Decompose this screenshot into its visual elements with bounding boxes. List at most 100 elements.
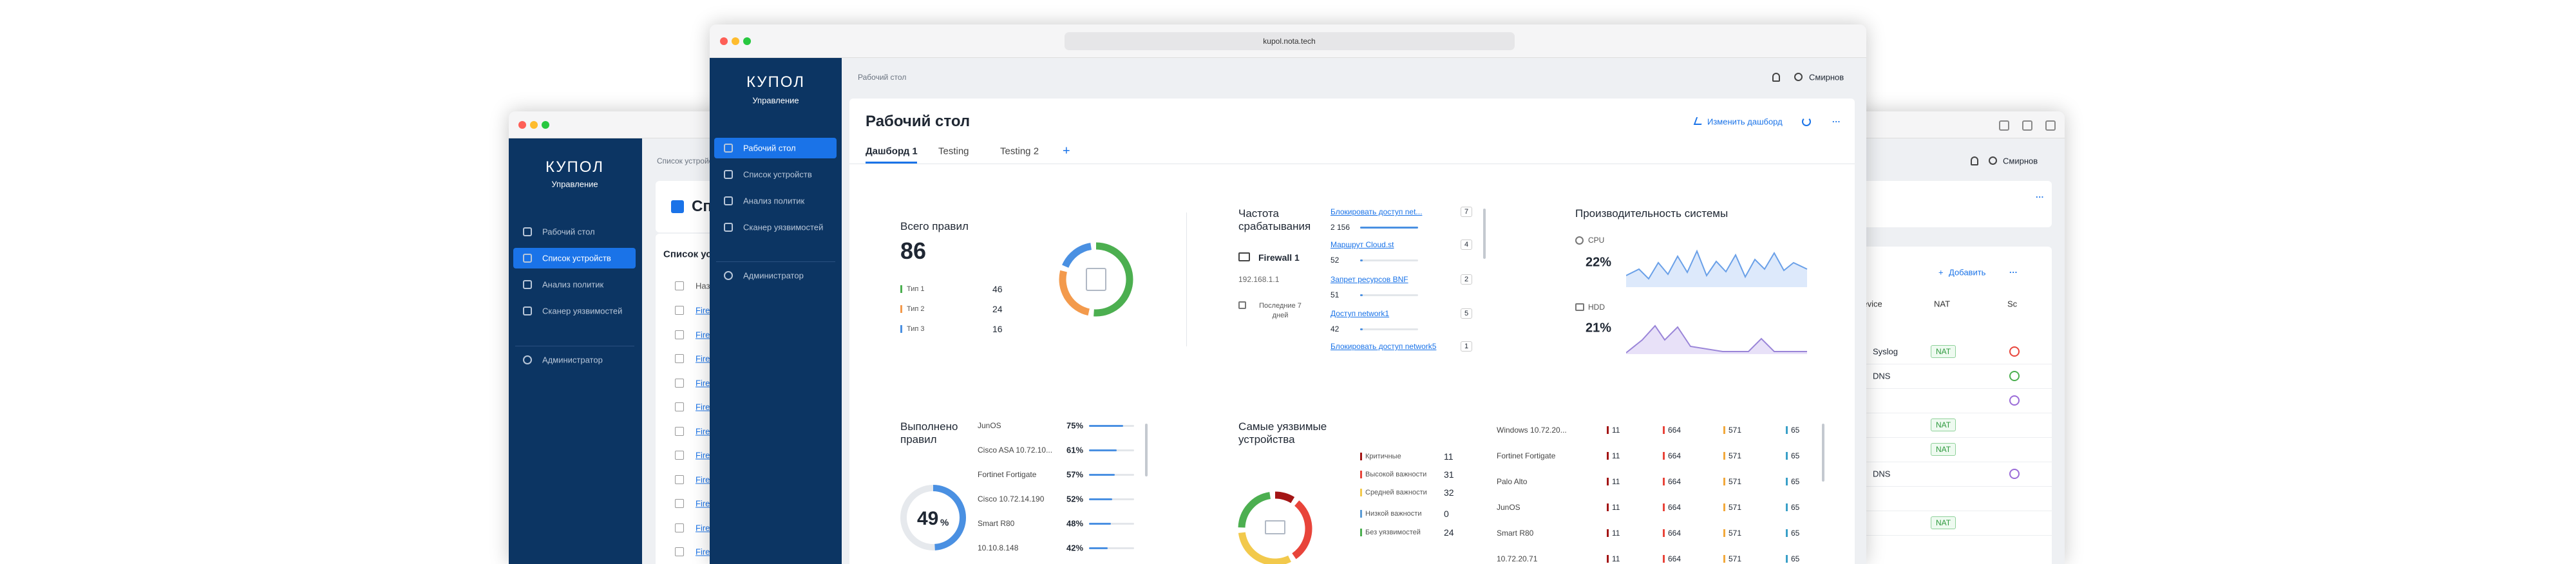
nav-item: Анализ политик [743, 196, 805, 206]
nav-icon [523, 254, 532, 263]
rule-badge: 5 [1461, 308, 1473, 319]
more: ··· [1832, 117, 1841, 127]
zoom [542, 121, 549, 129]
item-label: Cisco ASA 10.72.10... [978, 446, 1053, 455]
cell-value: 571 [1728, 554, 1742, 563]
checkbox [675, 451, 684, 460]
rule-badge: 1 [1461, 341, 1473, 352]
column-marker [1663, 555, 1665, 563]
service: DNS [1873, 371, 1891, 381]
address-bar[interactable] [1065, 32, 1515, 50]
hdd-value: 21% [1586, 321, 1612, 335]
edit-button: Изменить дашборд [1707, 117, 1783, 127]
item-label: Cisco 10.72.14.190 [978, 494, 1045, 503]
cell-value: 664 [1668, 503, 1681, 512]
more: ··· [2009, 267, 2018, 277]
column-marker [1723, 555, 1725, 563]
cell-value: 65 [1791, 451, 1800, 460]
service: DNS [1873, 469, 1891, 479]
executed-percent: 49 [917, 508, 939, 529]
status-icon [2009, 395, 2020, 406]
add-button: Добавить [1949, 267, 1986, 277]
minimize [732, 37, 739, 45]
device-name: Smart R80 [1497, 529, 1534, 538]
row-divider [1861, 486, 2052, 487]
cell-value: 11 [1612, 451, 1620, 460]
rule-count: 52 [1331, 256, 1340, 265]
device-name: Palo Alto [1497, 477, 1528, 486]
checkbox [675, 402, 684, 411]
cell-value: 664 [1668, 554, 1681, 563]
column-marker [1723, 478, 1725, 485]
count-bar [1360, 227, 1418, 229]
user: Смирнов [1809, 72, 1844, 82]
column-marker [1723, 503, 1725, 511]
legend-marker [1360, 489, 1362, 496]
user: Смирнов [2003, 156, 2038, 166]
nat-badge: NAT [1931, 516, 1956, 529]
column-marker [1607, 503, 1609, 511]
legend-value: 0 [1444, 509, 1449, 519]
cell-value: 571 [1728, 477, 1742, 486]
column-marker [1786, 452, 1788, 460]
tab: Testing 2 [1000, 146, 1039, 157]
add-tab: + [1063, 144, 1070, 158]
nav-item: Сканер уязвимостей [743, 222, 824, 232]
nat-badge: NAT [1931, 418, 1956, 431]
percent-unit: % [940, 517, 949, 529]
nav-item: Рабочий стол [542, 227, 595, 237]
scrollbar [1145, 424, 1148, 476]
cell-value: 11 [1612, 503, 1620, 512]
column-marker [1607, 452, 1609, 460]
checkbox [675, 330, 684, 339]
title-bar [710, 24, 1866, 58]
column-marker [1786, 478, 1788, 485]
rule-link: Доступ network1 [1331, 309, 1390, 318]
item-bar [1089, 425, 1123, 427]
legend-value: 16 [992, 324, 1003, 334]
breadcrumb: Рабочий стол [858, 73, 907, 82]
widget-title: Всего правил [900, 220, 969, 232]
rule-count: 51 [1331, 290, 1340, 299]
legend-marker [900, 285, 902, 293]
minimize [530, 121, 538, 129]
rule-link: Запрет ресурсов BNF [1331, 275, 1408, 284]
nav-icon [724, 223, 733, 232]
rules-segment [1059, 242, 1133, 317]
row-divider [1861, 535, 2052, 536]
toolbar-icon [2022, 120, 2032, 131]
nav-icon [724, 170, 733, 179]
nav-active [513, 248, 636, 268]
legend-label: Низкой важности [1365, 510, 1422, 518]
cell-value: 11 [1612, 529, 1620, 538]
status-icon [2009, 371, 2020, 381]
item-label: JunOS [978, 421, 1001, 430]
close [518, 121, 526, 129]
item-value: 61% [1066, 445, 1084, 455]
count-track [1360, 294, 1418, 296]
nat-badge: NAT [1931, 345, 1956, 358]
column-marker [1723, 452, 1725, 460]
toolbar-icon [2045, 120, 2056, 131]
calendar-icon [1238, 301, 1246, 309]
legend-marker [900, 305, 902, 313]
item-label: Fortinet Fortigate [978, 470, 1037, 479]
legend-value: 46 [992, 284, 1003, 294]
brand-subtitle: Управление [551, 179, 598, 189]
count-track [1360, 328, 1418, 330]
admin: Администратор [542, 355, 603, 365]
nav-active [714, 138, 837, 158]
service: Syslog [1873, 346, 1899, 357]
column-marker [1607, 529, 1609, 537]
nat-badge: NAT [1931, 443, 1956, 456]
brand-subtitle: Управление [752, 95, 799, 106]
url: kupol.nota.tech [1263, 37, 1316, 46]
column-marker [1663, 452, 1665, 460]
cell-value: 65 [1791, 426, 1800, 435]
legend-label: Тип 2 [907, 305, 925, 313]
rule-count: 42 [1331, 324, 1340, 334]
widget-title: Производительность системы [1575, 207, 1728, 220]
widget-title: Выполнено правил [900, 420, 958, 446]
checkbox [675, 378, 684, 388]
